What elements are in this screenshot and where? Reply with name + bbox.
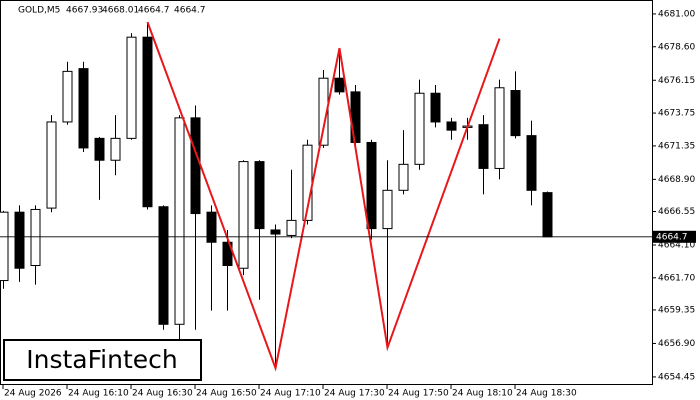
candle-body bbox=[542, 192, 553, 238]
y-tick-label: 4656.90 bbox=[658, 339, 695, 349]
x-tick-label: 24 Aug 17:50 bbox=[388, 389, 449, 399]
y-tick-label: 4673.75 bbox=[658, 109, 695, 119]
candle-body bbox=[206, 211, 217, 243]
y-tick-label: 4678.60 bbox=[658, 42, 695, 52]
candle-body bbox=[398, 163, 409, 191]
candle-body bbox=[46, 121, 57, 209]
candle-body bbox=[94, 137, 105, 161]
candle-body bbox=[382, 189, 393, 230]
candle-body bbox=[14, 211, 25, 269]
candle-body bbox=[270, 229, 281, 235]
x-tick-label: 24 Aug 2026 bbox=[4, 389, 62, 399]
candle-body bbox=[478, 124, 489, 169]
candle-body bbox=[350, 91, 361, 143]
candle-body bbox=[174, 117, 185, 325]
candle-body bbox=[158, 206, 169, 325]
x-tick-label: 24 Aug 17:10 bbox=[260, 389, 321, 399]
marks bbox=[0, 22, 553, 369]
candle-body bbox=[30, 208, 41, 267]
x-tick-label: 24 Aug 18:10 bbox=[452, 389, 513, 399]
candle-body bbox=[254, 161, 265, 230]
candle-body bbox=[142, 36, 153, 208]
pattern-line bbox=[146, 21, 501, 372]
y-tick-label: 4681.00 bbox=[658, 9, 695, 19]
header-open: 4667.93 bbox=[66, 6, 103, 16]
x-tick-label: 24 Aug 16:50 bbox=[196, 389, 257, 399]
x-tick-label: 24 Aug 16:10 bbox=[68, 389, 129, 399]
candle-body bbox=[510, 90, 521, 137]
candle-body bbox=[446, 121, 457, 131]
candle-body bbox=[78, 68, 89, 149]
candle-body bbox=[286, 219, 297, 236]
y-tick-label: 4654.45 bbox=[658, 372, 695, 382]
header-close: 4664.7 bbox=[174, 6, 206, 16]
overlay bbox=[0, 21, 652, 372]
symbol-title: GOLD,M5 bbox=[18, 6, 60, 16]
x-tick-label: 24 Aug 18:30 bbox=[516, 389, 577, 399]
plot-frame bbox=[0, 0, 653, 385]
candle-body bbox=[334, 77, 345, 93]
candle-body bbox=[526, 135, 537, 191]
candle-body bbox=[366, 141, 377, 230]
x-tick-label: 24 Aug 17:30 bbox=[324, 389, 385, 399]
candle-body bbox=[430, 92, 441, 123]
candle-body bbox=[190, 117, 201, 215]
logo-box bbox=[3, 339, 202, 381]
price-label: 4664.7 bbox=[656, 232, 688, 242]
y-tick-label: 4668.90 bbox=[658, 175, 695, 185]
candle-body bbox=[222, 241, 233, 267]
price-label-bg bbox=[652, 230, 696, 243]
y-tick-label: 4671.35 bbox=[658, 141, 695, 151]
y-tick-label: 4659.35 bbox=[658, 305, 695, 315]
y-tick-label: 4676.15 bbox=[658, 76, 695, 86]
candle-body bbox=[414, 92, 425, 165]
candle-body bbox=[110, 137, 121, 161]
candle-body bbox=[126, 36, 137, 139]
candle-body bbox=[238, 161, 249, 269]
y-tick-label: 4664.10 bbox=[658, 241, 695, 251]
candle-body bbox=[0, 211, 9, 282]
header-low: 4664.7 bbox=[138, 6, 170, 16]
y-tick-label: 4661.70 bbox=[658, 273, 695, 283]
candle-body bbox=[318, 77, 329, 146]
header-high: 4668.01 bbox=[102, 6, 139, 16]
x-tick-label: 24 Aug 16:30 bbox=[132, 389, 193, 399]
y-tick-label: 4666.55 bbox=[658, 207, 695, 217]
candle-body bbox=[494, 87, 505, 169]
candle-body bbox=[62, 70, 73, 123]
logo: InstaFintech bbox=[26, 345, 178, 374]
